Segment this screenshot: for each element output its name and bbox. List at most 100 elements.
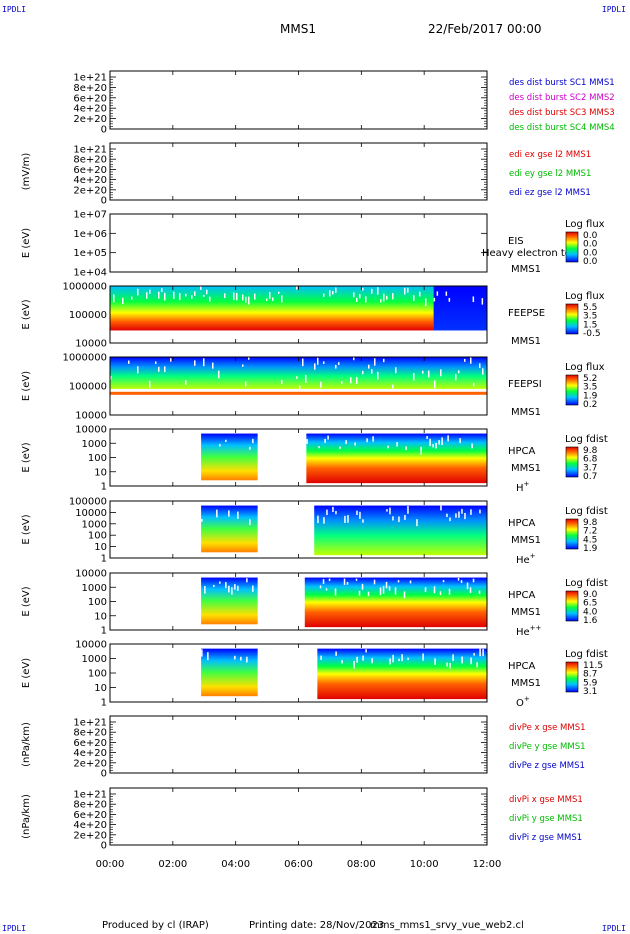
spectrogram-gap <box>377 287 379 295</box>
spectrogram-gap <box>245 296 247 303</box>
spectrogram-gap <box>422 370 424 374</box>
panel-3-ylabel: E (eV) <box>21 228 32 258</box>
panel-6: E (eV) 10000 1000 100 10 1 HPCA MMS1 H+ Log fdist… <box>21 425 608 495</box>
panel-1-legend-entry: des dist burst SC4 MMS4 <box>509 123 615 133</box>
spectrogram-gap <box>404 515 406 520</box>
spectrogram-gap <box>345 440 347 444</box>
spectrogram-gap <box>329 290 331 297</box>
panel-6-ytick: 10000 <box>75 425 107 436</box>
spectrogram-gap <box>368 364 370 369</box>
spectrogram-gap <box>296 286 298 290</box>
panel-1-ytick: 4e+20 <box>73 104 107 115</box>
panel-6-colorbar-tick: 6.8 <box>583 455 598 465</box>
spectrogram-gap <box>373 579 376 585</box>
spectrogram-gap <box>173 291 175 300</box>
spectrogram-gap <box>405 446 407 451</box>
spectrogram-gap <box>318 446 320 449</box>
spectrogram-gap <box>335 364 337 369</box>
spectrogram-gap <box>219 581 221 584</box>
spectrogram-gap <box>317 357 319 365</box>
spectrogram-gap <box>371 288 373 294</box>
spectrogram-gap <box>449 517 451 522</box>
spectrogram-gap <box>401 654 403 662</box>
panel-2-frame <box>109 142 488 201</box>
spectrogram-block <box>110 286 434 331</box>
panel-9-colorbar-tick: 5.9 <box>583 678 598 688</box>
spectrogram-gap <box>248 357 250 360</box>
spectrogram-gap <box>272 297 274 301</box>
spectrogram-band <box>110 391 487 395</box>
spectrogram-gap <box>341 381 343 384</box>
spectrogram-gap <box>237 511 239 519</box>
corner-label-bl: IPDLI <box>2 924 27 933</box>
spectrogram-gap <box>201 649 203 657</box>
spectrogram-gap <box>252 585 254 592</box>
xtick-label: 12:00 <box>473 859 502 870</box>
spectrogram-gap <box>335 651 337 656</box>
spectrogram-gap <box>436 291 439 296</box>
spectrogram-gap <box>350 377 352 384</box>
spectrogram-gap <box>473 653 475 656</box>
spectrogram-gap <box>473 382 475 387</box>
spectrogram-block <box>201 433 258 481</box>
panel-4-ytick: 100000 <box>69 310 107 321</box>
spectrogram-gap <box>366 438 368 443</box>
spectrogram-gap <box>362 519 364 523</box>
spectrogram-gap <box>320 655 322 660</box>
panel-9-colorbar-tick: 11.5 <box>583 661 603 671</box>
panel-4-ytick: 1000000 <box>62 282 107 293</box>
spectrogram-gap <box>441 437 443 446</box>
spectrogram-gap <box>246 656 248 663</box>
spectrogram-gap <box>448 588 451 595</box>
spectrogram-gap <box>404 287 406 295</box>
panel-7-species: He+ <box>516 552 536 566</box>
panel-11-legend-entry: divPi y gse MMS1 <box>509 814 583 824</box>
panel-3-ytick: 1e+04 <box>73 268 107 279</box>
panel-11-ytick: 4e+20 <box>73 820 107 831</box>
spectrogram-gap <box>457 577 460 581</box>
spectrogram-gap <box>432 444 434 448</box>
spectrogram-gap <box>355 578 358 581</box>
spectrogram-gap <box>359 511 361 519</box>
panel-11-ytick: 0 <box>101 841 107 852</box>
panel-11-ytick: 2e+20 <box>73 830 107 841</box>
spectrogram-gap <box>353 357 355 361</box>
spectrogram-gap <box>233 292 235 301</box>
panel-3-frame <box>109 213 488 273</box>
panel-5-colorbar-tick: 5.2 <box>583 374 597 384</box>
spectrogram-gap <box>478 590 481 595</box>
spectrogram-gap <box>392 654 394 663</box>
panel-3-instrument: EIS <box>508 236 524 247</box>
panel-1-legend-entry: des dist burst SC2 MMS2 <box>509 93 615 103</box>
spectrogram-gap <box>326 509 328 516</box>
panel-3-colorbar-tick: 0.0 <box>583 248 598 258</box>
panel-8-data <box>201 577 487 628</box>
spectrogram-gap <box>461 508 463 514</box>
spectrogram-gap <box>161 288 163 293</box>
spectrogram-gap <box>395 367 397 374</box>
panel-1-legend-entry: des dist burst SC3 MMS3 <box>509 108 615 118</box>
spectrogram-gap <box>389 658 391 665</box>
spectrogram-gap <box>386 509 388 512</box>
panel-7-colorbar-tick: 1.9 <box>583 544 598 554</box>
spectrogram-gap <box>385 581 388 589</box>
spectrogram-gap <box>216 509 218 518</box>
spectrogram-gap <box>396 442 398 447</box>
spectrogram-gap <box>365 649 367 653</box>
panel-10-ytick: 4e+20 <box>73 748 107 759</box>
spectrogram-gap <box>374 358 376 366</box>
spectrogram-gap <box>464 513 466 520</box>
panel-6-ytick: 1 <box>101 482 107 493</box>
spectrogram-gap <box>185 293 187 297</box>
spectrogram-gap <box>469 587 472 593</box>
spectrogram-gap <box>323 361 325 364</box>
panel-8-colorbar-tick: 4.0 <box>583 607 598 617</box>
spectrogram-gap <box>470 657 472 665</box>
panel-2-legend-entry: edi ez gse l2 MMS1 <box>509 188 591 198</box>
spectrogram-gap <box>435 442 437 449</box>
xtick-label: 04:00 <box>221 859 250 870</box>
spectrogram-gap <box>447 435 449 442</box>
spectrogram-gap <box>219 443 221 447</box>
panel-3-overlay-text: Heavy electron to <box>482 248 571 259</box>
